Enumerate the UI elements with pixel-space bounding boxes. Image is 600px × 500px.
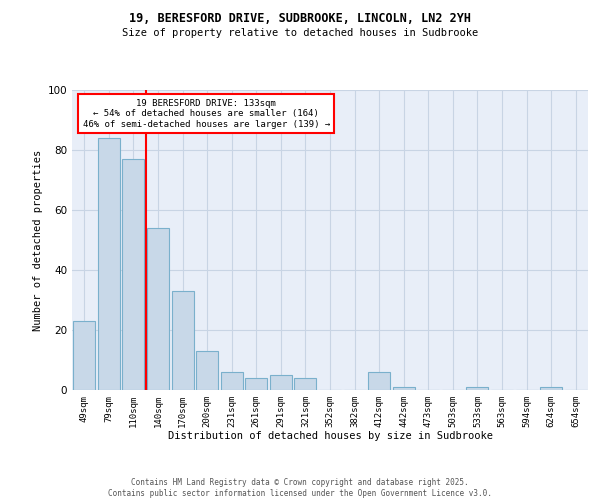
Bar bbox=[147, 228, 169, 390]
Text: 19 BERESFORD DRIVE: 133sqm
← 54% of detached houses are smaller (164)
46% of sem: 19 BERESFORD DRIVE: 133sqm ← 54% of deta… bbox=[83, 99, 330, 129]
Bar bbox=[295, 378, 316, 390]
Bar bbox=[73, 321, 95, 390]
Bar bbox=[196, 351, 218, 390]
X-axis label: Distribution of detached houses by size in Sudbrooke: Distribution of detached houses by size … bbox=[167, 432, 493, 442]
Bar bbox=[245, 378, 268, 390]
Bar bbox=[540, 387, 562, 390]
Bar bbox=[122, 159, 145, 390]
Text: Contains HM Land Registry data © Crown copyright and database right 2025.
Contai: Contains HM Land Registry data © Crown c… bbox=[108, 478, 492, 498]
Bar bbox=[466, 387, 488, 390]
Bar bbox=[392, 387, 415, 390]
Text: Size of property relative to detached houses in Sudbrooke: Size of property relative to detached ho… bbox=[122, 28, 478, 38]
Text: 19, BERESFORD DRIVE, SUDBROOKE, LINCOLN, LN2 2YH: 19, BERESFORD DRIVE, SUDBROOKE, LINCOLN,… bbox=[129, 12, 471, 26]
Bar bbox=[270, 375, 292, 390]
Bar bbox=[368, 372, 390, 390]
Bar bbox=[172, 291, 194, 390]
Bar bbox=[221, 372, 243, 390]
Bar bbox=[98, 138, 120, 390]
Y-axis label: Number of detached properties: Number of detached properties bbox=[34, 150, 43, 330]
